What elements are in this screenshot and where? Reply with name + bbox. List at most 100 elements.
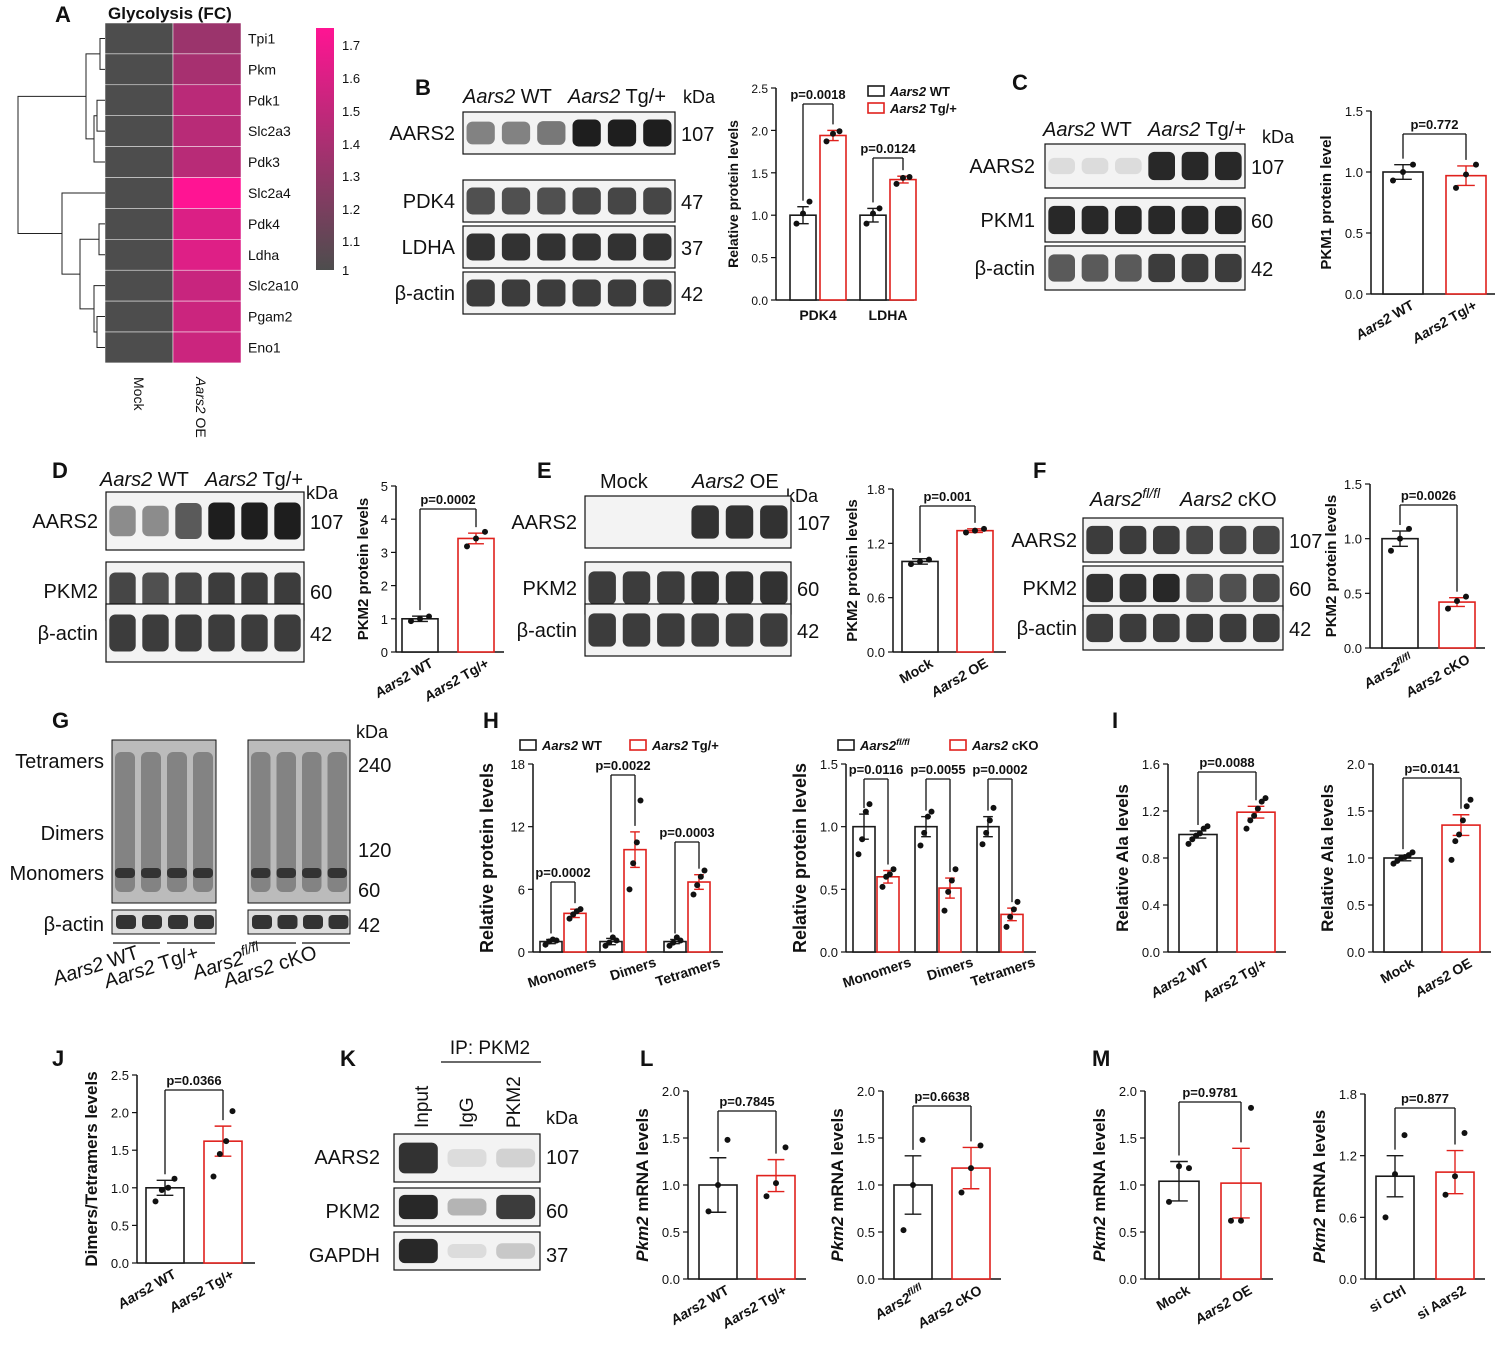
bar: [401, 617, 439, 653]
data-point: [823, 138, 830, 145]
blot-band: [398, 1142, 438, 1174]
label-part: Pkm2: [633, 1216, 652, 1262]
y-tick-label: 1.0: [1347, 851, 1365, 866]
data-point: [1258, 798, 1265, 805]
blot-band: [1219, 573, 1247, 603]
label-part: Aars2: [1042, 119, 1095, 141]
blot-frame: [584, 603, 792, 657]
kda-label: kDa: [356, 722, 389, 742]
data-point: [464, 543, 470, 550]
y-tick-label: 0.0: [857, 1272, 875, 1287]
protein-label: β-actin: [395, 283, 455, 305]
data-point: [793, 220, 800, 227]
label-part: Mock: [1377, 955, 1416, 987]
data-point: [836, 128, 843, 135]
category-label: Dimers: [925, 954, 975, 984]
actin-band: [277, 915, 298, 929]
band-label: β-actin: [44, 914, 104, 936]
data-point: [1463, 593, 1469, 600]
blot-band: [537, 121, 566, 145]
blot-PKM2: [584, 561, 792, 615]
blot-band: [607, 233, 637, 261]
y-tick-label: 1.0: [111, 1181, 129, 1196]
blot-band: [607, 279, 637, 307]
data-point: [968, 1165, 974, 1172]
kda-label: kDa: [1262, 127, 1295, 147]
blot-group-label: Aars2fl/fl: [1089, 485, 1161, 511]
protein-label: PKM1: [981, 210, 1035, 232]
gel-band-monomer: [141, 868, 161, 878]
label-part: WT: [515, 86, 552, 108]
legend-swatch: [949, 739, 967, 751]
scale-tick-label: 1.6: [342, 71, 360, 86]
data-point: [1410, 161, 1416, 168]
data-point: [1010, 906, 1017, 913]
blot-frame: [584, 495, 792, 549]
label-part: WT: [1181, 955, 1212, 982]
data-point: [158, 1187, 165, 1194]
data-point: [948, 877, 955, 884]
blot-group-label: Aars2 WT: [1042, 119, 1132, 141]
protein-label: AARS2: [969, 156, 1035, 178]
dendrogram-lines: [17, 37, 105, 348]
scale-tick-label: 1.7: [342, 38, 360, 53]
band-label: Tetramers: [15, 751, 104, 773]
panel-letter-A: A: [55, 2, 71, 27]
y-tick-label: 0.5: [111, 1218, 129, 1233]
blot-band: [691, 571, 719, 605]
blot-band: [501, 279, 531, 307]
bar: [889, 178, 917, 301]
gel-lane: [115, 752, 135, 892]
blot-band: [1048, 254, 1075, 282]
data-point: [1243, 825, 1250, 832]
gene-label: Slc2a3: [248, 123, 291, 139]
y-axis-label: PKM2 protein levels: [355, 498, 372, 641]
panel-letter-J: J: [52, 1046, 64, 1071]
data-point: [1456, 831, 1463, 838]
data-point: [830, 130, 836, 137]
blot-band: [447, 1198, 487, 1216]
label-part: Aars2: [859, 738, 897, 753]
blot-band: [142, 505, 169, 537]
data-point: [670, 939, 677, 946]
data-point: [229, 1108, 236, 1115]
data-point: [1473, 161, 1479, 168]
gene-label: Pgam2: [248, 309, 293, 325]
blot-band: [208, 502, 235, 540]
protein-label: LDHA: [402, 237, 456, 259]
y-axis-label: Pkm2 mRNA levels: [1090, 1108, 1109, 1261]
p-value: p=0.0026: [1401, 488, 1456, 503]
label-part: cKO: [1436, 651, 1472, 681]
actin-band: [328, 915, 349, 929]
data-point: [1406, 525, 1412, 532]
blot-frame: [1082, 517, 1284, 563]
blot-band: [208, 572, 235, 610]
blot-band: [175, 572, 202, 610]
data-point: [577, 906, 584, 913]
label-part: Dimers: [608, 954, 658, 984]
blot-band: [1119, 573, 1147, 603]
blot-band: [691, 505, 719, 539]
band-label: Monomers: [10, 863, 104, 885]
data-point: [870, 210, 876, 217]
blot-frame: [1044, 143, 1246, 189]
category-label: si Ctrl: [1366, 1282, 1408, 1316]
gene-label: Slc2a10: [248, 278, 299, 294]
p-value: p=0.9781: [1182, 1085, 1237, 1100]
data-point: [633, 839, 640, 846]
y-tick-label: 2.0: [1119, 1084, 1137, 1099]
blot-band: [496, 1148, 536, 1168]
heatmap-cell-mock: [104, 22, 174, 55]
label-part: Tg/+: [1200, 119, 1246, 141]
blot-band: [572, 119, 601, 147]
p-value: p=0.0002: [535, 865, 590, 880]
y-tick-label: 0.0: [1119, 1272, 1137, 1287]
blot-group-label: Aars2 OE: [691, 471, 779, 493]
blot-band: [1081, 157, 1109, 175]
category-label: Monomers: [841, 954, 913, 991]
blot-band: [466, 279, 495, 307]
blot-band: [537, 279, 566, 307]
data-point: [990, 804, 997, 811]
scale-tick-label: 1.1: [342, 234, 360, 249]
label-part: Monomers: [526, 954, 598, 991]
